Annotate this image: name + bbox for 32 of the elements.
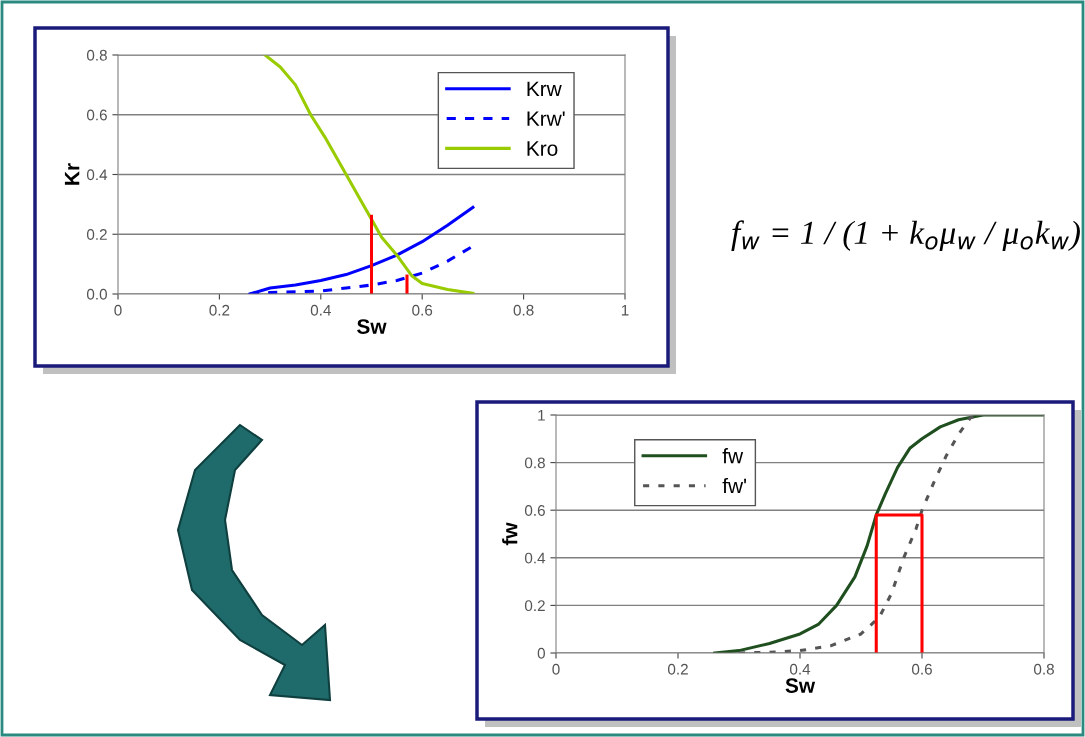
y-tick-label: 0.4 — [524, 552, 546, 564]
x-tick-label: 0.2 — [209, 304, 230, 316]
x-tick-label: 0 — [552, 663, 560, 675]
x-tick-label: 0.8 — [1033, 663, 1054, 675]
y-tick-label: 0.6 — [86, 109, 107, 121]
x-axis-title: Sw — [357, 319, 387, 334]
legend-label: Kro — [527, 141, 558, 156]
y-tick-label: 0.2 — [86, 229, 107, 240]
y-tick-label: 0.6 — [524, 505, 545, 516]
legend-label: Krw — [527, 81, 562, 97]
x-tick-label: 0.2 — [667, 663, 688, 675]
x-tick-label: 0.4 — [789, 663, 811, 675]
x-tick-label: 0.6 — [911, 663, 932, 675]
text: f$_{w}$ = 1 / (1 + k$_{o}$μ$_{w}$ / μ$_{o}$k$_{w}$) — [731, 220, 1080, 251]
x-tick-label: 1 — [621, 304, 629, 316]
y-axis-title: fw — [502, 522, 518, 546]
y-axis-title: Kr — [64, 163, 80, 185]
x-tick-label: 0.4 — [310, 304, 331, 316]
x-axis-title: Sw — [785, 678, 816, 693]
legend-label: fw' — [722, 477, 746, 493]
legend-label: fw — [722, 448, 744, 464]
legend-label: Krw' — [527, 111, 565, 126]
y-tick-label: 0.4 — [86, 169, 108, 181]
x-tick-label: 0 — [114, 304, 122, 316]
y-tick-label: 0.8 — [524, 457, 545, 469]
y-tick-label: 0.0 — [86, 288, 107, 300]
y-tick-label: 0 — [537, 647, 545, 659]
y-tick-label: 0.8 — [86, 49, 107, 61]
x-tick-label: 0.6 — [412, 304, 433, 316]
x-tick-label: 0.8 — [513, 304, 534, 316]
y-tick-label: 0.2 — [524, 600, 545, 612]
y-tick-label: 1 — [538, 410, 545, 421]
